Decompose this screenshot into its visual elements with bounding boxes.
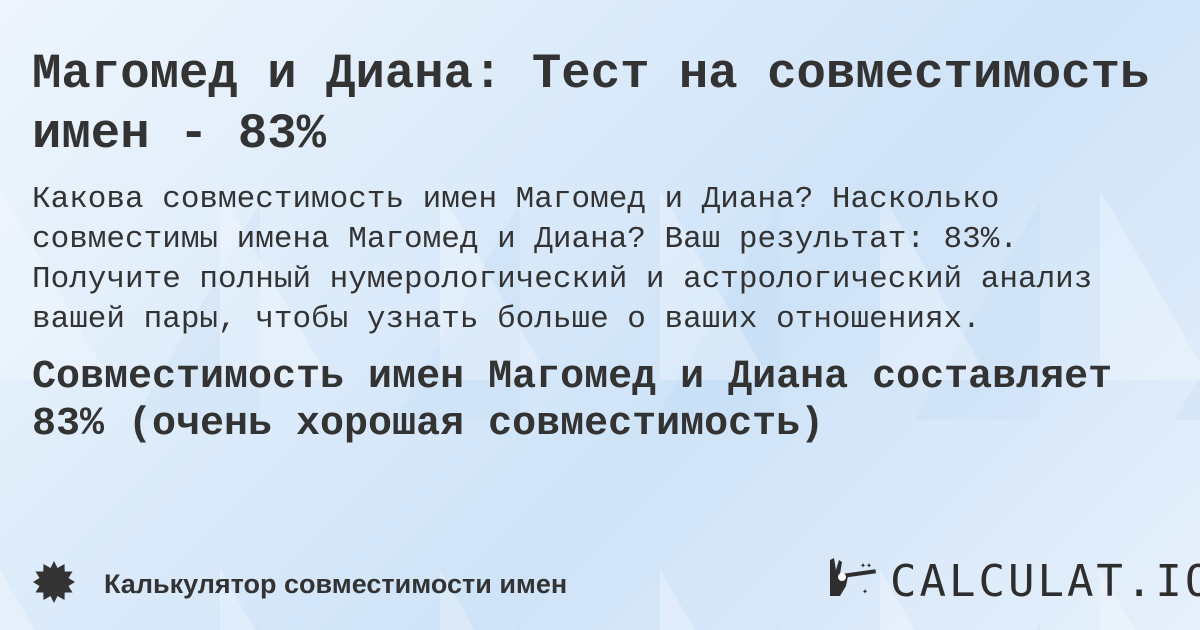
footer-label: Калькулятор совместимости имен xyxy=(104,569,568,599)
calculator-link[interactable]: Калькулятор совместимости имен xyxy=(32,560,567,609)
svg-text:✦✦: ✦✦ xyxy=(860,561,872,572)
badge-icon xyxy=(32,560,76,609)
page-title: Магомед и Диана: Тест на совместимость и… xyxy=(32,46,1150,162)
description: Какова совместимость имен Магомед и Диан… xyxy=(32,182,1093,337)
magic-hand-icon: ✦✦ ✦ xyxy=(826,556,882,607)
calculat-io-logo[interactable]: ✦✦ ✦ CALCULAT.IO xyxy=(826,556,1200,607)
logo-text: CALCULAT.IO xyxy=(890,556,1200,607)
result-heading: Совместимость имен Магомед и Диана соста… xyxy=(32,355,1113,447)
svg-text:✦: ✦ xyxy=(862,587,868,598)
